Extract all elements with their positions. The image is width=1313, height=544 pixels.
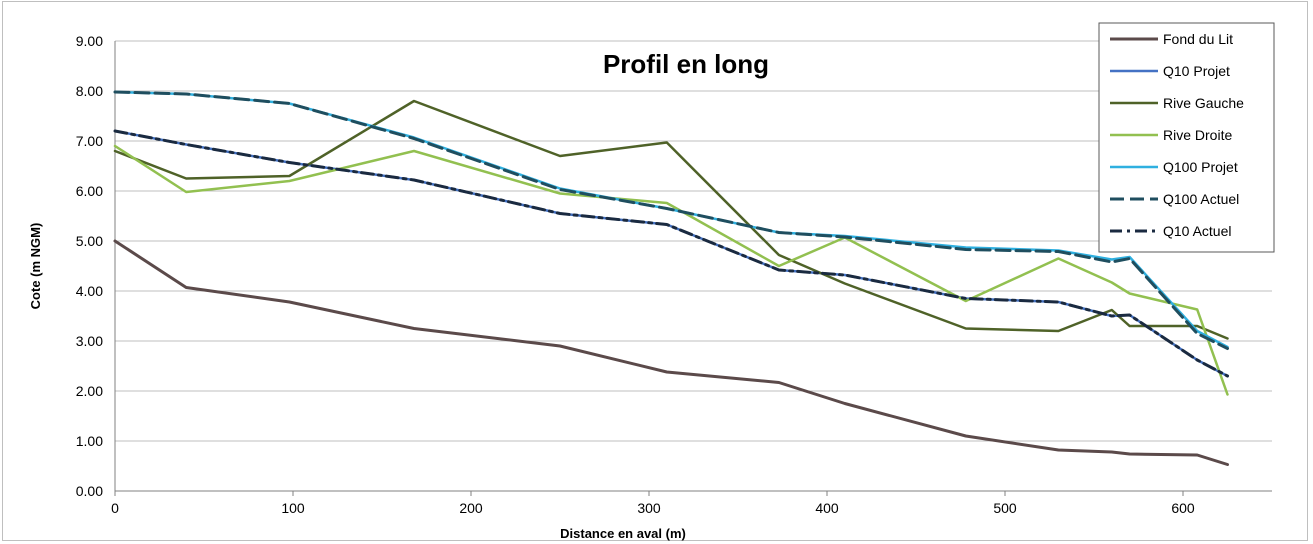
legend-label-q100-projet: Q100 Projet — [1163, 159, 1238, 175]
x-tick-label: 200 — [459, 500, 483, 516]
series-lines — [113, 90, 1229, 466]
x-axis-title: Distance en aval (m) — [560, 526, 686, 541]
series-line-q10-actuel — [113, 129, 1229, 378]
grid-lines — [115, 40, 1272, 442]
legend-label-q10-actuel: Q10 Actuel — [1163, 223, 1232, 239]
y-tick-label: 3.00 — [76, 333, 103, 349]
x-tick-label: 0 — [111, 500, 119, 516]
legend-box — [1098, 22, 1275, 253]
x-tick-label: 600 — [1171, 500, 1195, 516]
legend-label-rive-gauche: Rive Gauche — [1163, 95, 1244, 111]
y-tick-label: 8.00 — [76, 83, 103, 99]
x-tick-label: 300 — [637, 500, 661, 516]
series-line-q100-projet — [113, 90, 1229, 349]
series-line-q10-projet — [113, 129, 1229, 378]
legend-label-q10-projet: Q10 Projet — [1163, 63, 1230, 79]
x-tick-label: 500 — [993, 500, 1017, 516]
legend-label-fond-du-lit: Fond du Lit — [1163, 31, 1233, 47]
y-tick-label: 2.00 — [76, 383, 103, 399]
legend: Fond du Lit Q10 Projet Rive Gauche Rive Dro… — [1098, 22, 1275, 253]
legend-label-q100-actuel: Q100 Actuel — [1163, 191, 1239, 207]
y-axis-title: Cote (m NGM) — [28, 223, 43, 310]
series-line-rive-droite — [113, 144, 1229, 396]
x-tick-label: 400 — [815, 500, 839, 516]
y-tick-label: 5.00 — [76, 233, 103, 249]
chart-title: Profil en long — [603, 49, 769, 79]
y-tick-label: 4.00 — [76, 283, 103, 299]
y-tick-label: 0.00 — [76, 483, 103, 499]
y-tick-label: 6.00 — [76, 183, 103, 199]
y-axis-ticks: 0.00 1.00 2.00 3.00 4.00 5.00 6.00 7.00 8.00 9.00 — [76, 33, 103, 499]
y-tick-label: 9.00 — [76, 33, 103, 49]
x-axis-ticks: 0 100 200 300 400 500 600 — [111, 491, 1195, 516]
series-line-fond-du-lit — [113, 239, 1229, 466]
series-line-rive-gauche — [113, 99, 1229, 340]
x-tick-label: 100 — [281, 500, 305, 516]
series-line-q100-actuel — [113, 90, 1229, 350]
y-tick-label: 1.00 — [76, 433, 103, 449]
legend-label-rive-droite: Rive Droite — [1163, 127, 1232, 143]
y-tick-label: 7.00 — [76, 133, 103, 149]
axes — [114, 41, 1272, 492]
